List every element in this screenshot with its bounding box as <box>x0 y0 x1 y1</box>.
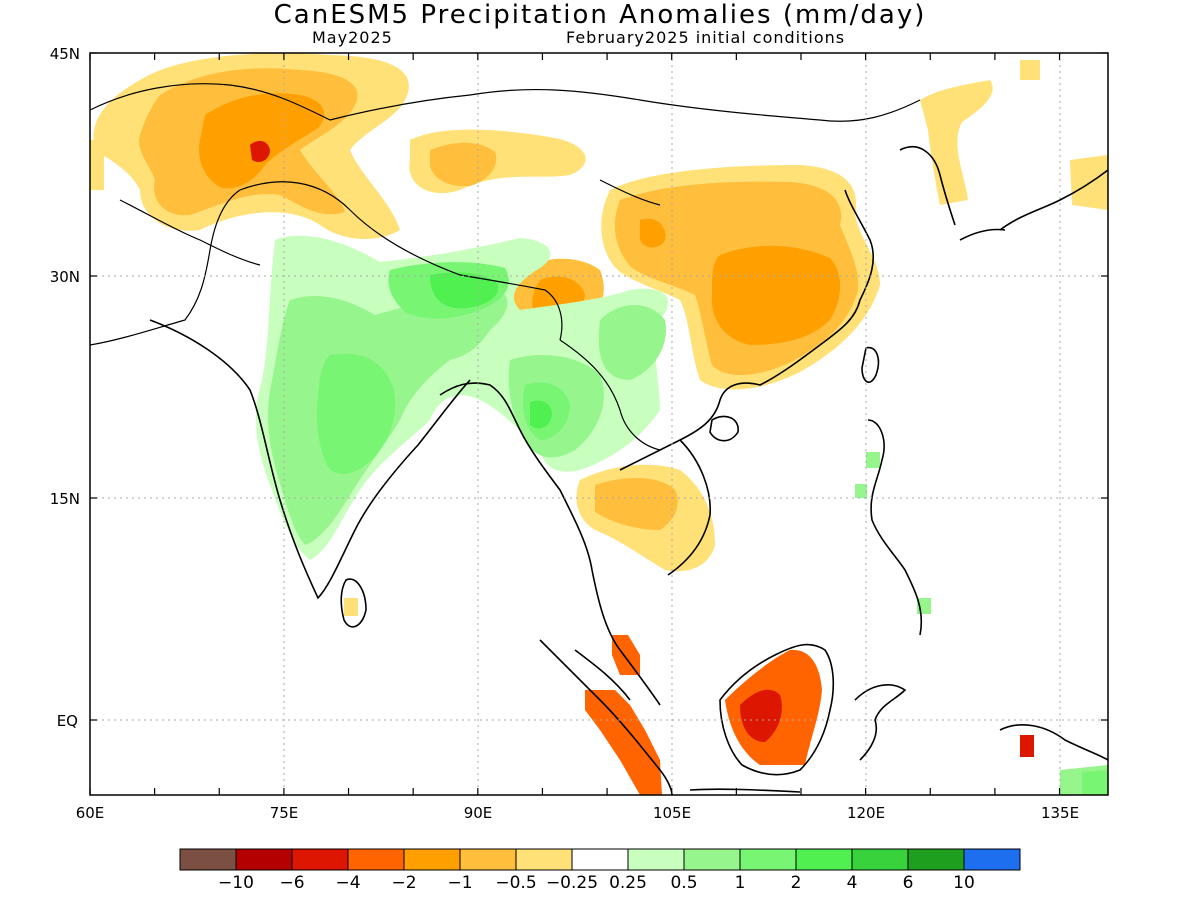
forecast-month: May2025 <box>312 28 393 47</box>
colorbar-swatch <box>347 848 405 871</box>
lon-label: 90E <box>464 804 493 822</box>
colorbar-label: 4 <box>847 873 858 893</box>
colorbar-labels: −10 −6 −4 −2 −1 −0.5 −0.25 0.25 0.5 1 2 … <box>218 873 975 893</box>
colorbar-label: 10 <box>953 873 975 893</box>
coastlines <box>90 83 1108 795</box>
lon-label: 135E <box>1041 804 1079 822</box>
colorbar-swatch <box>963 848 1021 871</box>
colorbar-label: 1 <box>735 873 746 893</box>
colorbar-label: −1 <box>447 873 472 893</box>
map-frame <box>89 52 1109 796</box>
colorbar-swatch <box>739 848 797 871</box>
colorbar-swatch <box>851 848 909 871</box>
lon-label: 120E <box>847 804 885 822</box>
colorbar-label: 2 <box>791 873 802 893</box>
colorbar-swatch <box>795 848 853 871</box>
colorbar-swatch <box>403 848 461 871</box>
colorbar-label: −0.25 <box>546 873 598 893</box>
colorbar-label: 6 <box>903 873 914 893</box>
longitude-labels: 60E 75E 90E 105E 120E 135E <box>76 804 1079 822</box>
colorbar-label: 0.25 <box>609 873 647 893</box>
lat-label: 45N <box>50 45 80 63</box>
lon-label: 75E <box>270 804 299 822</box>
colorbar-label: 0.5 <box>670 873 697 893</box>
colorbar-swatch <box>291 848 349 871</box>
lat-label: 15N <box>50 490 80 508</box>
colorbar-label: −4 <box>335 873 360 893</box>
anomaly-fields <box>90 53 1108 795</box>
graticule <box>90 53 1108 795</box>
colorbar-swatch <box>179 848 237 871</box>
map-title: CanESM5 Precipitation Anomalies (mm/day) <box>273 0 927 30</box>
colorbar-swatch <box>571 848 629 871</box>
lat-label: 30N <box>50 268 80 286</box>
colorbar-label: −6 <box>279 873 304 893</box>
colorbar-swatch <box>515 848 573 871</box>
axis-ticks <box>89 52 1108 795</box>
lon-label: 60E <box>76 804 105 822</box>
latitude-labels: 45N 30N 15N EQ <box>50 45 80 730</box>
colorbar-swatch <box>235 848 293 871</box>
lon-label: 105E <box>653 804 691 822</box>
map-area <box>90 53 1108 795</box>
colorbar-swatch <box>627 848 685 871</box>
colorbar <box>179 848 1021 871</box>
colorbar-label: −2 <box>391 873 416 893</box>
colorbar-swatch <box>459 848 517 871</box>
lat-label: EQ <box>57 712 78 730</box>
colorbar-swatch <box>907 848 965 871</box>
initial-conditions-label: February2025 initial conditions <box>566 28 846 47</box>
colorbar-swatch <box>683 848 741 871</box>
colorbar-label: −0.5 <box>495 873 536 893</box>
dry-region-sumatra <box>585 690 662 795</box>
colorbar-label: −10 <box>218 873 254 893</box>
